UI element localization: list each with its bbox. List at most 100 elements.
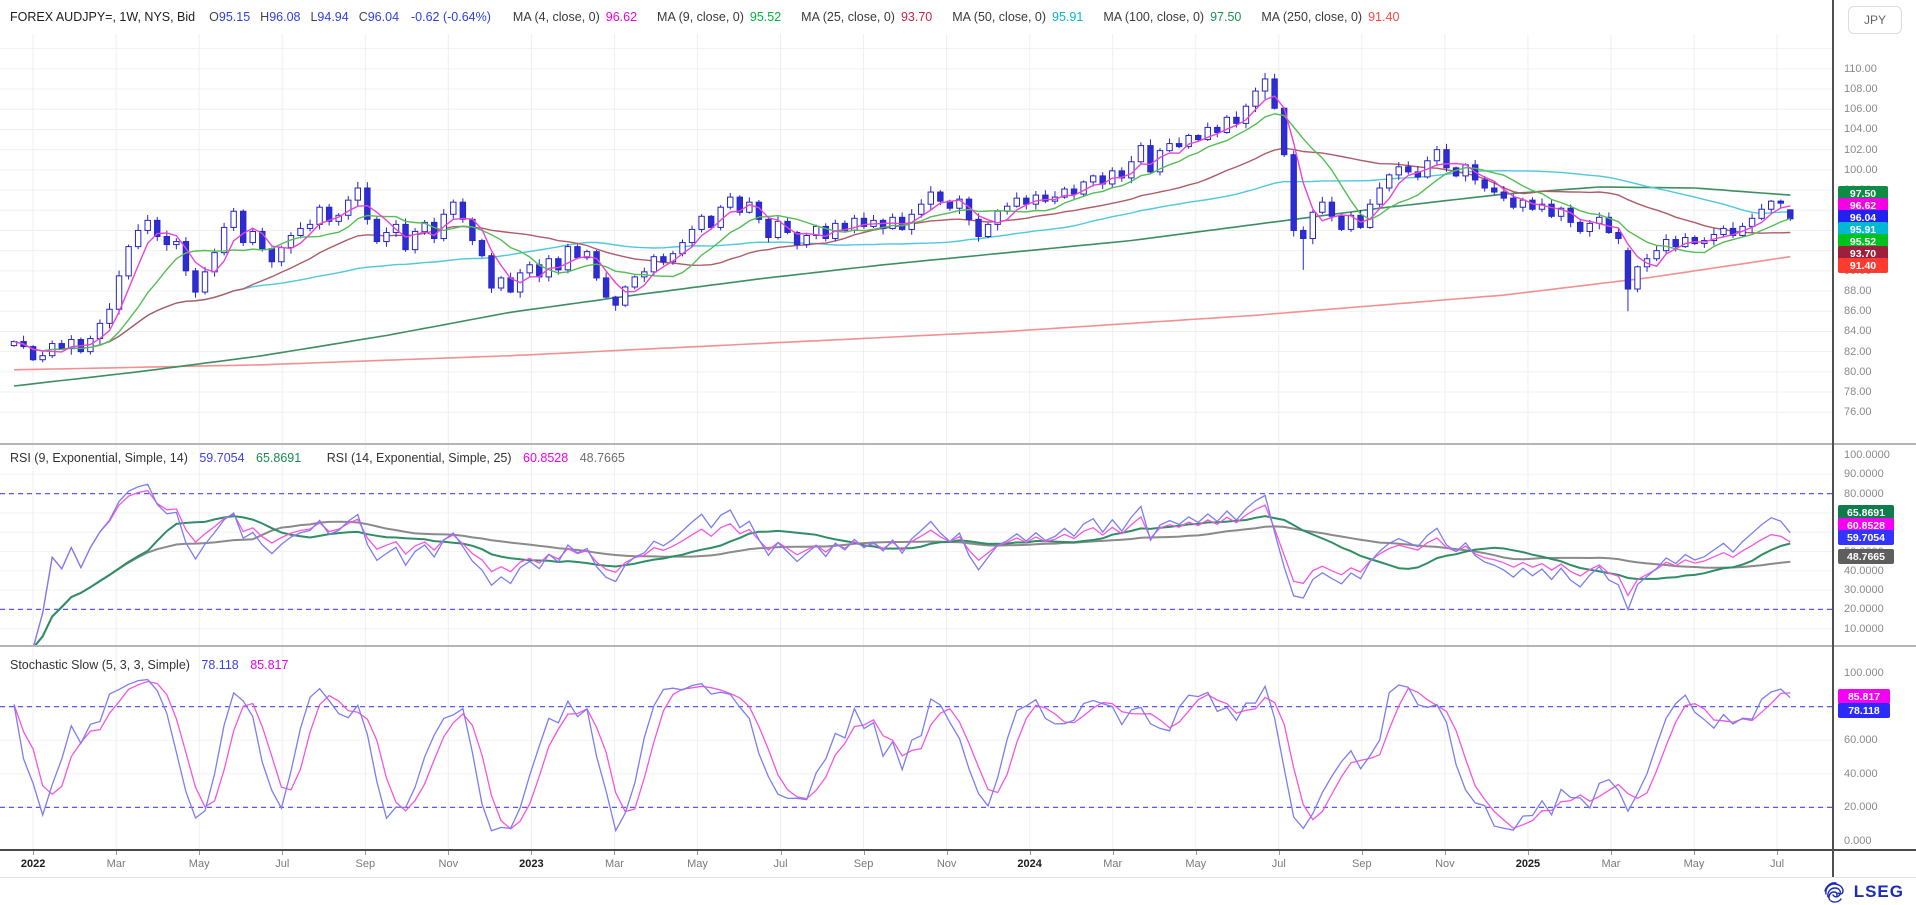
time-axis-tick bbox=[448, 851, 450, 855]
stochastic-tick-label: 60.000 bbox=[1844, 734, 1878, 747]
footer-strip bbox=[0, 877, 1916, 905]
price-tick-label: 110.00 bbox=[1844, 62, 1877, 75]
change-value: -0.62 (-0.64%) bbox=[411, 10, 491, 24]
rsi-value-2: 60.8528 bbox=[523, 451, 569, 465]
rsi-tick-label: 90.0000 bbox=[1844, 468, 1884, 481]
price-tick-label: 102.00 bbox=[1844, 143, 1878, 156]
price-tick-label: 106.00 bbox=[1844, 103, 1878, 116]
price-tick-label: 100.00 bbox=[1844, 163, 1878, 176]
ma-legend-item: MA (9, close, 0) 95.52 bbox=[657, 10, 782, 24]
time-axis-month-label: Sep bbox=[1352, 858, 1372, 870]
chart-header: FOREX AUDJPY=, 1W, NYS, Bid O95.15 H96.0… bbox=[0, 0, 1842, 34]
symbol-info: FOREX AUDJPY=, 1W, NYS, Bid bbox=[10, 10, 196, 24]
rsi-tick-label: 30.0000 bbox=[1844, 584, 1884, 597]
time-axis-year-label: 2023 bbox=[519, 858, 544, 870]
price-tick-label: 76.00 bbox=[1844, 406, 1872, 419]
stochastic-chart-canvas[interactable] bbox=[0, 647, 1832, 849]
stochastic-k-line bbox=[13, 678, 1791, 833]
stochastic-d-line bbox=[13, 680, 1791, 830]
stochastic-title: Stochastic Slow (5, 3, 3, Simple) bbox=[10, 658, 190, 672]
time-axis-month-label: Mar bbox=[1601, 858, 1621, 870]
time-axis-month-label: Jul bbox=[773, 858, 788, 870]
open-field: O95.15 bbox=[209, 10, 251, 24]
time-axis-month-label: Mar bbox=[1103, 858, 1123, 870]
rsi-title-1: RSI (9, Exponential, Simple, 14) bbox=[10, 451, 188, 465]
time-axis-tick bbox=[1029, 851, 1031, 855]
price-tick-label: 108.00 bbox=[1844, 83, 1878, 96]
time-axis-tick bbox=[1444, 851, 1446, 855]
time-axis-month-label: Mar bbox=[604, 858, 624, 870]
time-axis-month-label: May bbox=[687, 858, 708, 870]
price-badge: 97.50 bbox=[1838, 186, 1888, 201]
ma-legend: MA (4, close, 0) 96.62 MA (9, close, 0) 95.… bbox=[513, 10, 1419, 24]
rsi-chart-canvas[interactable] bbox=[0, 445, 1832, 645]
time-axis-month-label: May bbox=[1683, 858, 1705, 870]
stochastic-header: Stochastic Slow (5, 3, 3, Simple) 78.118… bbox=[10, 658, 296, 672]
time-axis-month-label: Nov bbox=[438, 858, 459, 870]
stochastic-tick-label: 0.000 bbox=[1844, 835, 1872, 847]
rsi-line-9 bbox=[33, 483, 1791, 645]
time-axis-tick bbox=[531, 851, 533, 855]
time-axis-month-label: Jul bbox=[275, 858, 290, 870]
price-badge: 96.04 bbox=[1838, 210, 1888, 225]
stochastic-tick-label: 20.000 bbox=[1844, 801, 1878, 814]
panel-separator[interactable] bbox=[0, 645, 1916, 647]
ma-legend-item: MA (50, close, 0) 95.91 bbox=[952, 10, 1084, 24]
price-badge: 91.40 bbox=[1838, 258, 1888, 273]
stochastic-badge: 85.817 bbox=[1838, 689, 1890, 704]
low-field: L94.94 bbox=[310, 10, 349, 24]
rsi-tick-label: 100.0000 bbox=[1844, 449, 1890, 461]
time-axis-tick bbox=[1777, 851, 1779, 855]
time-axis-tick bbox=[1527, 851, 1529, 855]
ma-line-9 bbox=[13, 113, 1791, 352]
lseg-logo: LSEG bbox=[1822, 880, 1904, 904]
stochastic-tick-label: 40.000 bbox=[1844, 767, 1878, 780]
rsi-signal-value-2: 48.7665 bbox=[579, 451, 625, 465]
time-axis-tick bbox=[199, 851, 201, 855]
panel-separator[interactable] bbox=[0, 443, 1916, 445]
time-axis-tick bbox=[282, 851, 284, 855]
time-axis[interactable]: 2022 Mar May Jul Sep Nov 2023 Mar May Jul Sep Nov 20… bbox=[0, 851, 1832, 877]
price-tick-label: 88.00 bbox=[1844, 285, 1872, 298]
price-tick-label: 104.00 bbox=[1844, 123, 1878, 136]
rsi-tick-label: 20.0000 bbox=[1844, 603, 1884, 616]
candlestick-series bbox=[10, 72, 1794, 363]
rsi-signal-value-1: 65.8691 bbox=[256, 451, 302, 465]
lseg-logo-text: LSEG bbox=[1853, 882, 1904, 901]
time-axis-year-label: 2022 bbox=[20, 858, 46, 870]
price-tick-label: 78.00 bbox=[1844, 386, 1872, 399]
ma-legend-item: MA (4, close, 0) 96.62 bbox=[512, 10, 638, 24]
ma-line-100 bbox=[13, 186, 1791, 387]
time-axis-tick bbox=[946, 851, 948, 855]
time-axis-tick bbox=[1112, 851, 1114, 855]
price-badge: 95.52 bbox=[1838, 234, 1888, 249]
time-axis-tick bbox=[1195, 851, 1197, 855]
price-badge: 95.91 bbox=[1838, 222, 1888, 237]
ma-legend-item: MA (25, close, 0) 93.70 bbox=[801, 10, 933, 24]
rsi-title-2: RSI (14, Exponential, Simple, 25) bbox=[326, 451, 512, 465]
stochastic-d-value: 85.817 bbox=[250, 658, 289, 672]
rsi-value-1: 59.7054 bbox=[199, 451, 245, 465]
time-axis-month-label: Jul bbox=[1770, 858, 1785, 870]
time-axis-month-label: May bbox=[1185, 858, 1207, 870]
price-tick-label: 84.00 bbox=[1844, 325, 1872, 338]
lseg-lion-emblem bbox=[1824, 882, 1844, 903]
price-axis-border bbox=[1832, 0, 1834, 877]
price-badge: 93.70 bbox=[1838, 246, 1888, 261]
ma-line-50 bbox=[13, 169, 1791, 352]
ma-legend-item: MA (100, close, 0) 97.50 bbox=[1103, 10, 1242, 24]
time-axis-tick bbox=[116, 851, 118, 855]
price-chart-canvas[interactable] bbox=[0, 34, 1832, 443]
currency-button[interactable]: JPY bbox=[1848, 6, 1902, 34]
time-axis-month-label: Sep bbox=[355, 858, 376, 870]
time-axis-tick bbox=[780, 851, 782, 855]
high-field: H96.08 bbox=[260, 10, 301, 24]
rsi-badge: 60.8528 bbox=[1838, 518, 1894, 533]
rsi-tick-label: 80.0000 bbox=[1844, 487, 1884, 500]
price-tick-label: 80.00 bbox=[1844, 365, 1872, 378]
price-tick-label: 86.00 bbox=[1844, 305, 1872, 318]
time-axis-tick bbox=[365, 851, 367, 855]
time-axis-month-label: Nov bbox=[1435, 858, 1455, 870]
time-axis-month-label: Mar bbox=[106, 858, 126, 870]
ma-line-250 bbox=[13, 255, 1791, 371]
